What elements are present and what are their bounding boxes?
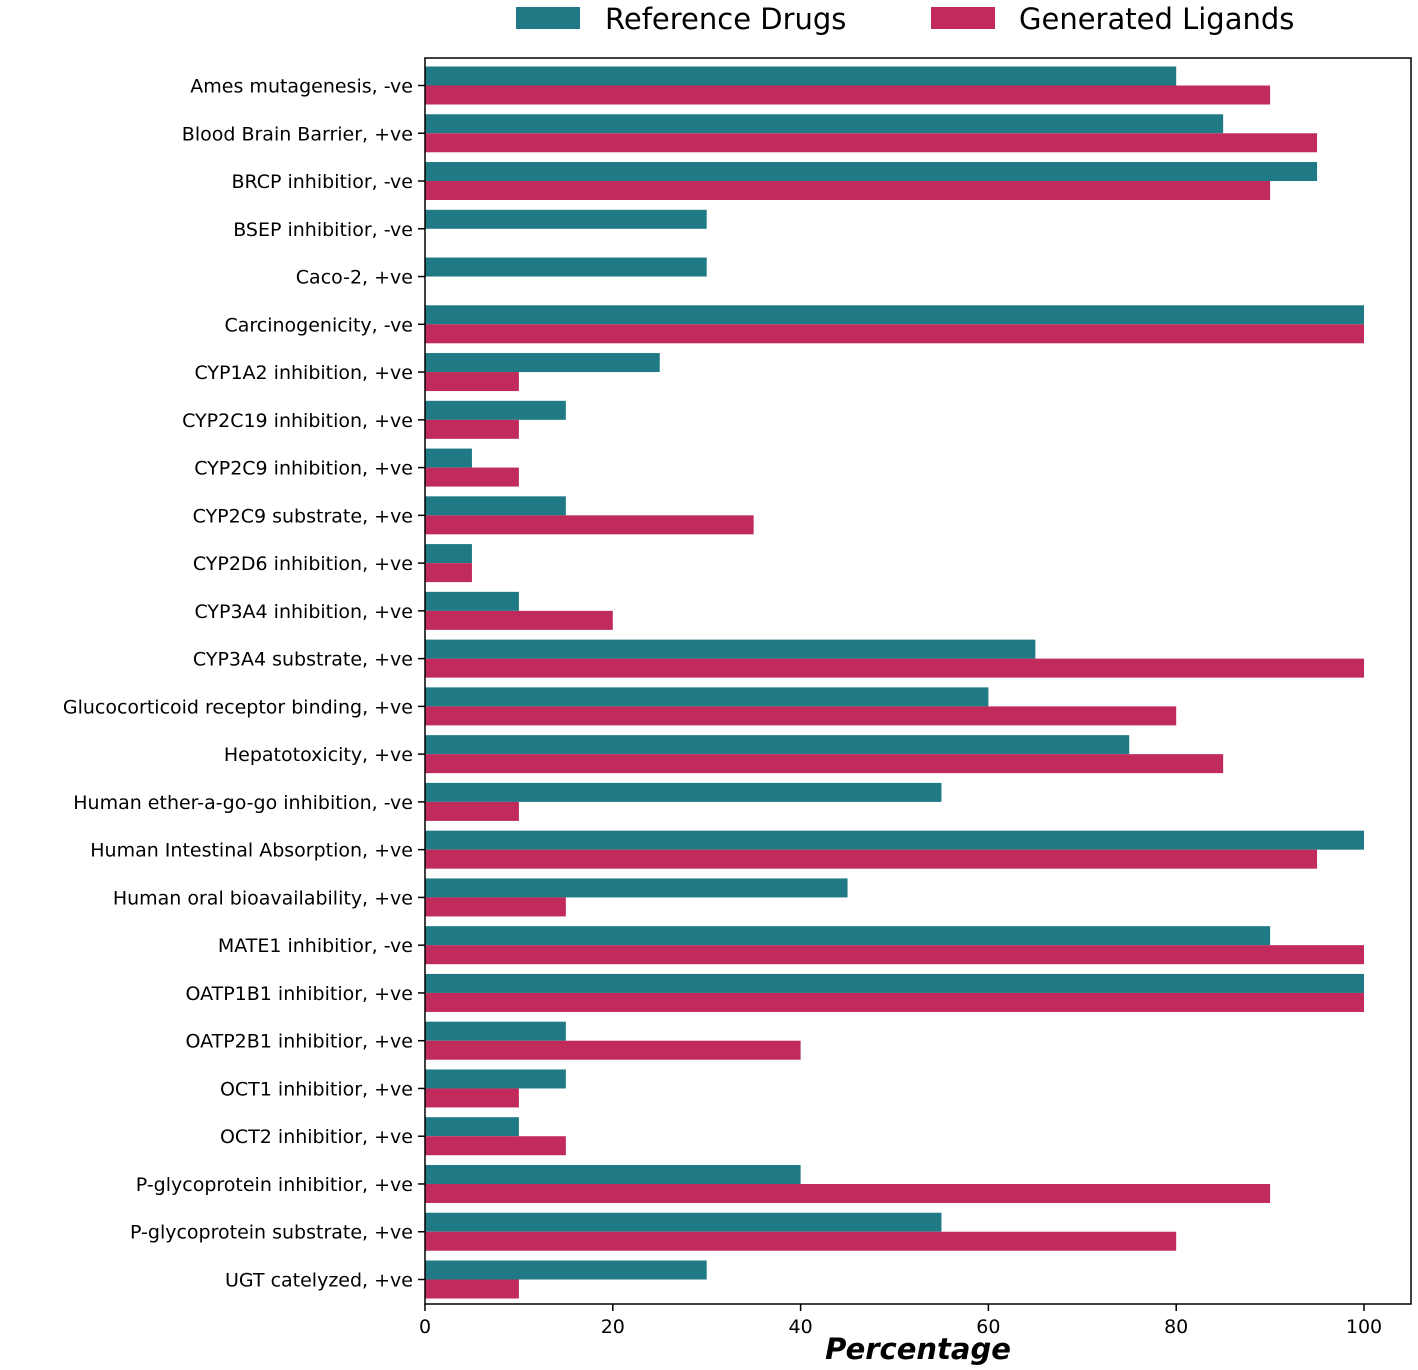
bar-generated-ligands-cyp2d6-inhibition-ve: [425, 563, 472, 583]
category-label-cyp3a4-inhibition-ve: CYP3A4 inhibition, +ve: [194, 601, 413, 623]
x-tick-label: 100: [1346, 1316, 1382, 1338]
bar-generated-ligands-cyp1a2-inhibition-ve: [425, 372, 519, 392]
bar-generated-ligands-mate1-inhibitior-ve: [425, 945, 1364, 965]
bar-reference-drugs-cyp2c9-substrate-ve: [425, 496, 566, 516]
category-label-oatp1b1-inhibitior-ve: OATP1B1 inhibitior, +ve: [185, 983, 413, 1005]
bar-reference-drugs-human-oral-bioavailability-ve: [425, 878, 848, 898]
bar-generated-ligands-carcinogenicity-ve: [425, 324, 1364, 344]
x-tick-label: 60: [976, 1316, 1000, 1338]
bar-reference-drugs-p-glycoprotein-inhibitior-ve: [425, 1164, 801, 1184]
bar-reference-drugs-p-glycoprotein-substrate-ve: [425, 1212, 942, 1232]
bar-generated-ligands-oatp2b1-inhibitior-ve: [425, 1040, 801, 1060]
category-label-cyp3a4-substrate-ve: CYP3A4 substrate, +ve: [193, 649, 413, 671]
bar-reference-drugs-human-intestinal-absorption-ve: [425, 830, 1364, 850]
bar-reference-drugs-ames-mutagenesis-ve: [425, 66, 1177, 86]
bar-reference-drugs-cyp3a4-inhibition-ve: [425, 591, 519, 611]
x-tick-label: 40: [789, 1316, 813, 1338]
bar-reference-drugs-cyp3a4-substrate-ve: [425, 639, 1036, 659]
bar-generated-ligands-glucocorticoid-receptor-binding-ve: [425, 706, 1177, 726]
category-labels: Ames mutagenesis, -ve Blood Brain Barrier…: [63, 76, 425, 1292]
bar-generated-ligands-p-glycoprotein-substrate-ve: [425, 1231, 1177, 1251]
bar-generated-ligands-oct1-inhibitior-ve: [425, 1088, 519, 1108]
category-label-p-glycoprotein-substrate-ve: P-glycoprotein substrate, +ve: [130, 1222, 413, 1244]
bar-generated-ligands-oct2-inhibitior-ve: [425, 1136, 566, 1156]
bar-generated-ligands-cyp2c9-inhibition-ve: [425, 467, 519, 487]
category-label-brcp-inhibitior-ve: BRCP inhibitior, -ve: [231, 171, 413, 193]
bar-generated-ligands-cyp2c9-substrate-ve: [425, 515, 754, 535]
bar-generated-ligands-cyp3a4-substrate-ve: [425, 658, 1364, 678]
category-label-cyp2d6-inhibition-ve: CYP2D6 inhibition, +ve: [193, 553, 413, 575]
bar-generated-ligands-cyp2c19-inhibition-ve: [425, 419, 519, 439]
plot-frame: [424, 57, 1412, 1305]
legend-swatch-reference-drugs: [516, 7, 580, 29]
bar-reference-drugs-ugt-catelyzed-ve: [425, 1260, 707, 1280]
bar-reference-drugs-cyp2d6-inhibition-ve: [425, 544, 472, 564]
category-label-mate1-inhibitior-ve: MATE1 inhibitior, -ve: [218, 935, 413, 957]
category-label-oatp2b1-inhibitior-ve: OATP2B1 inhibitior, +ve: [185, 1031, 413, 1053]
category-label-cyp2c19-inhibition-ve: CYP2C19 inhibition, +ve: [182, 410, 413, 432]
bar-generated-ligands-human-oral-bioavailability-ve: [425, 897, 566, 917]
category-label-p-glycoprotein-inhibitior-ve: P-glycoprotein inhibitior, +ve: [136, 1174, 413, 1196]
bar-reference-drugs-oct1-inhibitior-ve: [425, 1069, 566, 1089]
legend: Reference Drugs Generated Ligands: [516, 2, 1294, 36]
x-tick-label: 80: [1164, 1316, 1188, 1338]
bar-reference-drugs-cyp1a2-inhibition-ve: [425, 353, 660, 373]
bar-reference-drugs-glucocorticoid-receptor-binding-ve: [425, 687, 989, 707]
legend-label-generated-ligands: Generated Ligands: [1019, 2, 1294, 36]
bar-reference-drugs-hepatotoxicity-ve: [425, 735, 1130, 755]
bar-reference-drugs-bsep-inhibitior-ve: [425, 209, 707, 229]
category-label-oct1-inhibitior-ve: OCT1 inhibitior, +ve: [220, 1078, 413, 1100]
bar-generated-ligands-cyp3a4-inhibition-ve: [425, 610, 613, 630]
category-label-ugt-catelyzed-ve: UGT catelyzed, +ve: [225, 1270, 413, 1292]
x-axis-label: Percentage: [825, 1332, 1011, 1366]
category-label-blood-brain-barrier-ve: Blood Brain Barrier, +ve: [182, 123, 413, 145]
x-axis-ticks: 0 20 40 60 80 100: [419, 1304, 1382, 1338]
bar-generated-ligands-p-glycoprotein-inhibitior-ve: [425, 1183, 1271, 1203]
x-tick-label: 0: [419, 1316, 431, 1338]
bar-generated-ligands-ames-mutagenesis-ve: [425, 85, 1271, 105]
bar-reference-drugs-oatp1b1-inhibitior-ve: [425, 973, 1364, 993]
bar-reference-drugs-carcinogenicity-ve: [425, 305, 1364, 325]
category-label-cyp2c9-substrate-ve: CYP2C9 substrate, +ve: [193, 505, 413, 527]
bar-generated-ligands-ugt-catelyzed-ve: [425, 1279, 519, 1299]
category-label-caco-2-ve: Caco-2, +ve: [296, 267, 413, 289]
bar-reference-drugs-caco-2-ve: [425, 257, 707, 277]
category-label-human-oral-bioavailability-ve: Human oral bioavailability, +ve: [113, 887, 413, 909]
category-label-bsep-inhibitior-ve: BSEP inhibitior, -ve: [233, 219, 413, 241]
category-label-human-intestinal-absorption-ve: Human Intestinal Absorption, +ve: [90, 840, 413, 862]
category-label-human-ether-a-go-go-inhibition-ve: Human ether-a-go-go inhibition, -ve: [73, 792, 413, 814]
bar-generated-ligands-human-intestinal-absorption-ve: [425, 849, 1318, 869]
legend-label-reference-drugs: Reference Drugs: [605, 2, 846, 36]
bar-reference-drugs-cyp2c19-inhibition-ve: [425, 400, 566, 420]
category-label-ames-mutagenesis-ve: Ames mutagenesis, -ve: [190, 76, 413, 98]
bar-reference-drugs-brcp-inhibitior-ve: [425, 162, 1318, 182]
bar-reference-drugs-mate1-inhibitior-ve: [425, 926, 1271, 946]
category-label-hepatotoxicity-ve: Hepatotoxicity, +ve: [224, 744, 413, 766]
bar-reference-drugs-cyp2c9-inhibition-ve: [425, 448, 472, 468]
bar-reference-drugs-human-ether-a-go-go-inhibition-ve: [425, 782, 942, 802]
bars-group: [425, 66, 1364, 1299]
bar-generated-ligands-brcp-inhibitior-ve: [425, 181, 1271, 201]
bar-generated-ligands-human-ether-a-go-go-inhibition-ve: [425, 801, 519, 821]
category-label-cyp2c9-inhibition-ve: CYP2C9 inhibition, +ve: [194, 458, 413, 480]
legend-swatch-generated-ligands: [931, 7, 995, 29]
category-label-carcinogenicity-ve: Carcinogenicity, -ve: [224, 314, 413, 336]
category-label-cyp1a2-inhibition-ve: CYP1A2 inhibition, +ve: [194, 362, 413, 384]
bar-generated-ligands-oatp1b1-inhibitior-ve: [425, 992, 1364, 1012]
bar-generated-ligands-blood-brain-barrier-ve: [425, 133, 1318, 153]
category-label-oct2-inhibitior-ve: OCT2 inhibitior, +ve: [220, 1126, 413, 1148]
bar-reference-drugs-oct2-inhibitior-ve: [425, 1117, 519, 1137]
bar-reference-drugs-blood-brain-barrier-ve: [425, 114, 1224, 134]
category-label-glucocorticoid-receptor-binding-ve: Glucocorticoid receptor binding, +ve: [63, 696, 413, 718]
bar-reference-drugs-oatp2b1-inhibitior-ve: [425, 1021, 566, 1041]
x-tick-label: 20: [601, 1316, 625, 1338]
bar-generated-ligands-hepatotoxicity-ve: [425, 754, 1224, 774]
